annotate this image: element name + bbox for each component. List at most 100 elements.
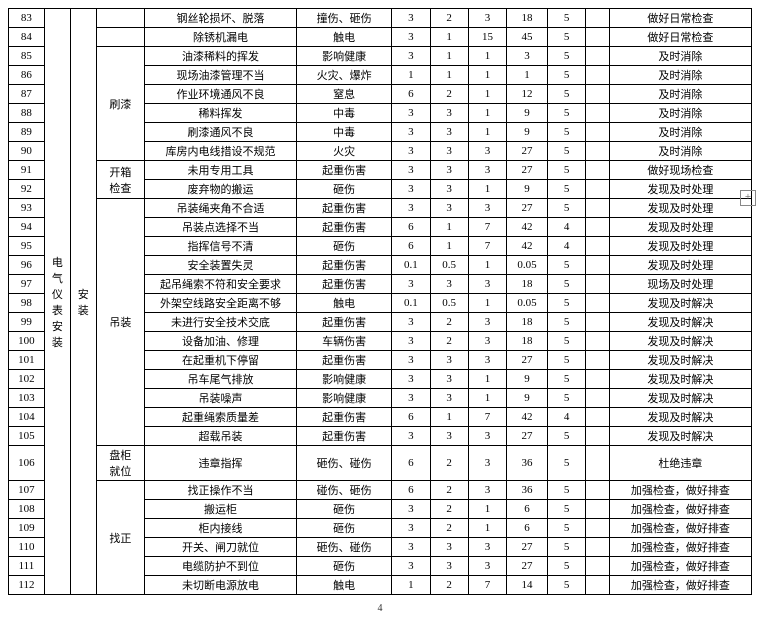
- blank: [586, 446, 609, 481]
- vc: 1: [468, 85, 506, 104]
- vb: 1: [430, 218, 468, 237]
- ve: 9: [507, 180, 548, 199]
- desc: 吊装点选择不当: [144, 218, 296, 237]
- vc: 3: [468, 351, 506, 370]
- blank: [586, 104, 609, 123]
- row-num: 92: [9, 180, 45, 199]
- ve: 0.05: [507, 256, 548, 275]
- hazard: 车辆伤害: [297, 332, 392, 351]
- vc: 3: [468, 427, 506, 446]
- group: [96, 28, 144, 47]
- vb: 3: [430, 427, 468, 446]
- row-num: 105: [9, 427, 45, 446]
- vf: 5: [547, 85, 585, 104]
- vc: 3: [468, 446, 506, 481]
- ve: 36: [507, 481, 548, 500]
- va: 3: [392, 500, 430, 519]
- vcat2: 安装: [70, 9, 96, 595]
- hazard: 起重伤害: [297, 351, 392, 370]
- desc: 起吊绳索不符和安全要求: [144, 275, 296, 294]
- blank: [586, 218, 609, 237]
- desc: 电缆防护不到位: [144, 557, 296, 576]
- ve: 18: [507, 9, 548, 28]
- vb: 3: [430, 161, 468, 180]
- hazard: 起重伤害: [297, 218, 392, 237]
- remark: 加强检查，做好排查: [609, 538, 751, 557]
- row-num: 89: [9, 123, 45, 142]
- va: 3: [392, 427, 430, 446]
- hazard: 起重伤害: [297, 313, 392, 332]
- vb: 0.5: [430, 256, 468, 275]
- vc: 3: [468, 481, 506, 500]
- vc: 7: [468, 408, 506, 427]
- row-num: 96: [9, 256, 45, 275]
- ve: 14: [507, 576, 548, 595]
- vb: 2: [430, 500, 468, 519]
- row-num: 106: [9, 446, 45, 481]
- desc: 柜内接线: [144, 519, 296, 538]
- desc: 吊车尾气排放: [144, 370, 296, 389]
- page-number: 4: [8, 603, 752, 614]
- vc: 7: [468, 218, 506, 237]
- vb: 1: [430, 408, 468, 427]
- row-num: 95: [9, 237, 45, 256]
- vc: 3: [468, 538, 506, 557]
- vb: 3: [430, 275, 468, 294]
- blank: [586, 351, 609, 370]
- vf: 5: [547, 519, 585, 538]
- vc: 3: [468, 9, 506, 28]
- vc: 1: [468, 256, 506, 275]
- blank: [586, 66, 609, 85]
- remark: 加强检查，做好排查: [609, 519, 751, 538]
- remark: 发现及时处理: [609, 180, 751, 199]
- vc: 3: [468, 332, 506, 351]
- vb: 2: [430, 9, 468, 28]
- hazard: 起重伤害: [297, 427, 392, 446]
- vc: 3: [468, 275, 506, 294]
- vb: 0.5: [430, 294, 468, 313]
- blank: [586, 389, 609, 408]
- vf: 5: [547, 538, 585, 557]
- remark: 及时消除: [609, 104, 751, 123]
- ve: 27: [507, 161, 548, 180]
- hazard: 中毒: [297, 104, 392, 123]
- vb: 3: [430, 142, 468, 161]
- remark: 及时消除: [609, 66, 751, 85]
- remark: 加强检查，做好排查: [609, 481, 751, 500]
- remark: 发现及时解决: [609, 351, 751, 370]
- ve: 42: [507, 237, 548, 256]
- desc: 库房内电线措设不规范: [144, 142, 296, 161]
- blank: [586, 370, 609, 389]
- desc: 钢丝轮损坏、脱落: [144, 9, 296, 28]
- desc: 现场油漆管理不当: [144, 66, 296, 85]
- va: 3: [392, 47, 430, 66]
- vf: 5: [547, 294, 585, 313]
- va: 1: [392, 576, 430, 595]
- blank: [586, 500, 609, 519]
- va: 3: [392, 9, 430, 28]
- blank: [586, 427, 609, 446]
- vc: 3: [468, 161, 506, 180]
- vf: 5: [547, 275, 585, 294]
- desc: 废弃物的搬运: [144, 180, 296, 199]
- remark: 发现及时解决: [609, 313, 751, 332]
- ve: 36: [507, 446, 548, 481]
- vc: 1: [468, 104, 506, 123]
- hazard: 砸伤: [297, 500, 392, 519]
- blank: [586, 576, 609, 595]
- vf: 5: [547, 557, 585, 576]
- desc: 未用专用工具: [144, 161, 296, 180]
- remark: 发现及时解决: [609, 389, 751, 408]
- ve: 42: [507, 408, 548, 427]
- desc: 吊装噪声: [144, 389, 296, 408]
- vf: 4: [547, 237, 585, 256]
- row-num: 102: [9, 370, 45, 389]
- hazard: 起重伤害: [297, 256, 392, 275]
- vf: 5: [547, 427, 585, 446]
- desc: 开关、闸刀就位: [144, 538, 296, 557]
- vf: 4: [547, 218, 585, 237]
- hazard: 中毒: [297, 123, 392, 142]
- vf: 5: [547, 313, 585, 332]
- ve: 45: [507, 28, 548, 47]
- vb: 1: [430, 66, 468, 85]
